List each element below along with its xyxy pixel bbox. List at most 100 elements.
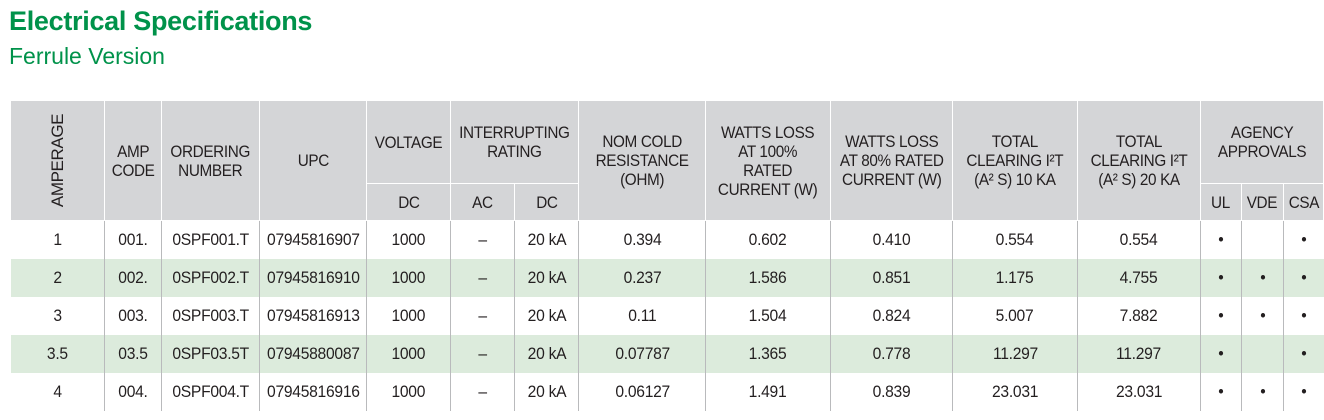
cell-amp-code: 004. — [104, 373, 162, 411]
table-row: 3.5 03.5 0SPF03.5T 07945880087 1000–20 kA 0.0… — [10, 335, 1324, 373]
cell-ordering-number: 0SPF03.5T — [161, 335, 260, 373]
cell-ir-dc: 20 kA — [514, 259, 579, 297]
cell-csa-approval: • — [1283, 373, 1324, 411]
cell-watts-loss-80: 0.410 — [829, 220, 953, 259]
cell-amp-code: 03.5 — [104, 335, 162, 373]
header-csa: CSA — [1283, 183, 1324, 221]
cell-voltage-dc: 1000 — [366, 373, 451, 411]
header-nom-cold-resistance: NOM COLD RESISTANCE (ohm) — [578, 100, 707, 221]
cell-watts-loss-80: 0.824 — [829, 297, 953, 335]
cell-clearing-10ka: 5.007 — [952, 297, 1078, 335]
cell-upc: 07945816910 — [258, 259, 367, 297]
cell-upc: 07945880087 — [258, 335, 367, 373]
cell-clearing-10ka: 23.031 — [952, 373, 1078, 411]
cell-ir-dc: 20 kA — [514, 373, 579, 411]
header-voltage: VOLTAGE — [366, 100, 452, 184]
cell-ir-ac: – — [450, 297, 515, 335]
cell-watts-loss-100: 1.491 — [705, 373, 831, 411]
cell-upc: 07945816907 — [258, 220, 367, 259]
cell-watts-loss-80: 0.839 — [829, 373, 953, 411]
cell-nom-cold-resistance: 0.07787 — [578, 335, 706, 373]
header-voltage-dc: DC — [366, 183, 452, 221]
cell-amperage: 1 — [53, 230, 62, 249]
cell-amperage: 3 — [53, 306, 62, 325]
cell-csa-approval: • — [1283, 259, 1324, 297]
cell-nom-cold-resistance: 0.06127 — [578, 373, 706, 411]
cell-watts-loss-100: 1.504 — [705, 297, 831, 335]
header-watts-loss-80: WATTS LOSS AT 80% RATED CURRENT (W) — [829, 100, 954, 221]
header-ul: UL — [1199, 183, 1242, 221]
cell-clearing-10ka: 11.297 — [952, 335, 1078, 373]
cell-ul-approval: • — [1199, 373, 1242, 411]
table-row: 2 002. 0SPF002.T 07945816910 1000–20 kA 0.237… — [10, 259, 1324, 297]
cell-ir-ac: – — [450, 220, 515, 259]
cell-nom-cold-resistance: 0.11 — [578, 297, 706, 335]
cell-amp-code: 003. — [104, 297, 162, 335]
cell-csa-approval: • — [1283, 297, 1324, 335]
cell-ul-approval: • — [1199, 297, 1242, 335]
cell-nom-cold-resistance: 0.237 — [578, 259, 706, 297]
cell-watts-loss-100: 1.365 — [705, 335, 831, 373]
cell-vde-approval — [1240, 335, 1284, 373]
cell-vde-approval: • — [1240, 373, 1284, 411]
cell-amperage: 3.5 — [10, 335, 105, 373]
cell-amperage: 4 — [53, 382, 62, 401]
cell-ir-dc: 20 kA — [514, 335, 579, 373]
cell-ordering-number: 0SPF004.T — [161, 373, 260, 411]
cell-watts-loss-80: 0.851 — [829, 259, 953, 297]
table-row: 4 004. 0SPF004.T 07945816916 1000–20 kA 0.061… — [11, 373, 1324, 411]
cell-voltage-dc: 1000 — [366, 220, 451, 259]
cell-csa-approval: • — [1283, 335, 1324, 373]
table-row: 1 001. 0SPF001.T 07945816907 1000–20 kA 0.394… — [11, 220, 1324, 259]
cell-clearing-20ka: 7.882 — [1076, 297, 1201, 335]
cell-ordering-number: 0SPF003.T — [161, 297, 260, 335]
cell-ordering-number: 0SPF002.T — [161, 259, 260, 297]
cell-ir-dc: 20 kA — [514, 220, 579, 259]
electrical-specs-table: AMPERAGE AMP CODE ORDERING NUMBER UPC VO… — [9, 100, 1324, 411]
table-row: 3 003. 0SPF003.T 07945816913 1000–20 kA 0.11 1… — [11, 297, 1324, 335]
header-vde: VDE — [1240, 183, 1285, 221]
cell-voltage-dc: 1000 — [366, 297, 451, 335]
header-ir-dc: DC — [514, 183, 580, 221]
header-agency-approvals: AGENCY APPROVALS — [1199, 100, 1324, 184]
cell-amp-code: 002. — [104, 259, 162, 297]
cell-clearing-20ka: 11.297 — [1076, 335, 1201, 373]
header-upc: UPC — [258, 100, 368, 221]
cell-clearing-10ka: 0.554 — [952, 220, 1078, 259]
cell-csa-approval: • — [1283, 220, 1324, 259]
cell-watts-loss-100: 1.586 — [705, 259, 831, 297]
page-subtitle: Ferrule Version — [9, 43, 165, 69]
cell-amp-code: 001. — [104, 220, 162, 259]
cell-ir-ac: – — [450, 335, 515, 373]
header-amperage: AMPERAGE — [9, 100, 106, 221]
cell-clearing-20ka: 23.031 — [1076, 373, 1201, 411]
page-title: Electrical Specifications — [9, 6, 313, 36]
cell-clearing-20ka: 0.554 — [1076, 220, 1201, 259]
cell-ul-approval: • — [1199, 220, 1242, 259]
cell-amperage: 2 — [10, 259, 105, 297]
cell-ul-approval: • — [1199, 335, 1242, 373]
header-ir-ac: AC — [450, 183, 516, 221]
cell-nom-cold-resistance: 0.394 — [578, 220, 706, 259]
cell-ir-ac: – — [450, 373, 515, 411]
cell-ul-approval: • — [1199, 259, 1242, 297]
header-watts-loss-100: WATTS LOSS AT 100% RATED CURRENT (W) — [705, 100, 831, 221]
cell-upc: 07945816916 — [258, 373, 367, 411]
header-interrupting-rating: INTERRUPTING RATING — [450, 100, 580, 184]
cell-clearing-10ka: 1.175 — [952, 259, 1078, 297]
header-amp-code: AMP CODE — [104, 100, 163, 221]
cell-ir-dc: 20 kA — [514, 297, 579, 335]
cell-upc: 07945816913 — [258, 297, 367, 335]
cell-ordering-number: 0SPF001.T — [161, 220, 260, 259]
cell-clearing-20ka: 4.755 — [1076, 259, 1201, 297]
cell-watts-loss-100: 0.602 — [705, 220, 831, 259]
cell-voltage-dc: 1000 — [366, 259, 451, 297]
cell-voltage-dc: 1000 — [366, 335, 451, 373]
cell-watts-loss-80: 0.778 — [829, 335, 953, 373]
cell-vde-approval: • — [1240, 259, 1284, 297]
cell-vde-approval — [1240, 220, 1284, 259]
header-clearing-10ka: TOTAL CLEARING I²t (A² s) 10 kA — [952, 100, 1078, 221]
cell-ir-ac: – — [450, 259, 515, 297]
header-ordering-number: ORDERING NUMBER — [161, 100, 260, 221]
cell-vde-approval: • — [1240, 297, 1284, 335]
